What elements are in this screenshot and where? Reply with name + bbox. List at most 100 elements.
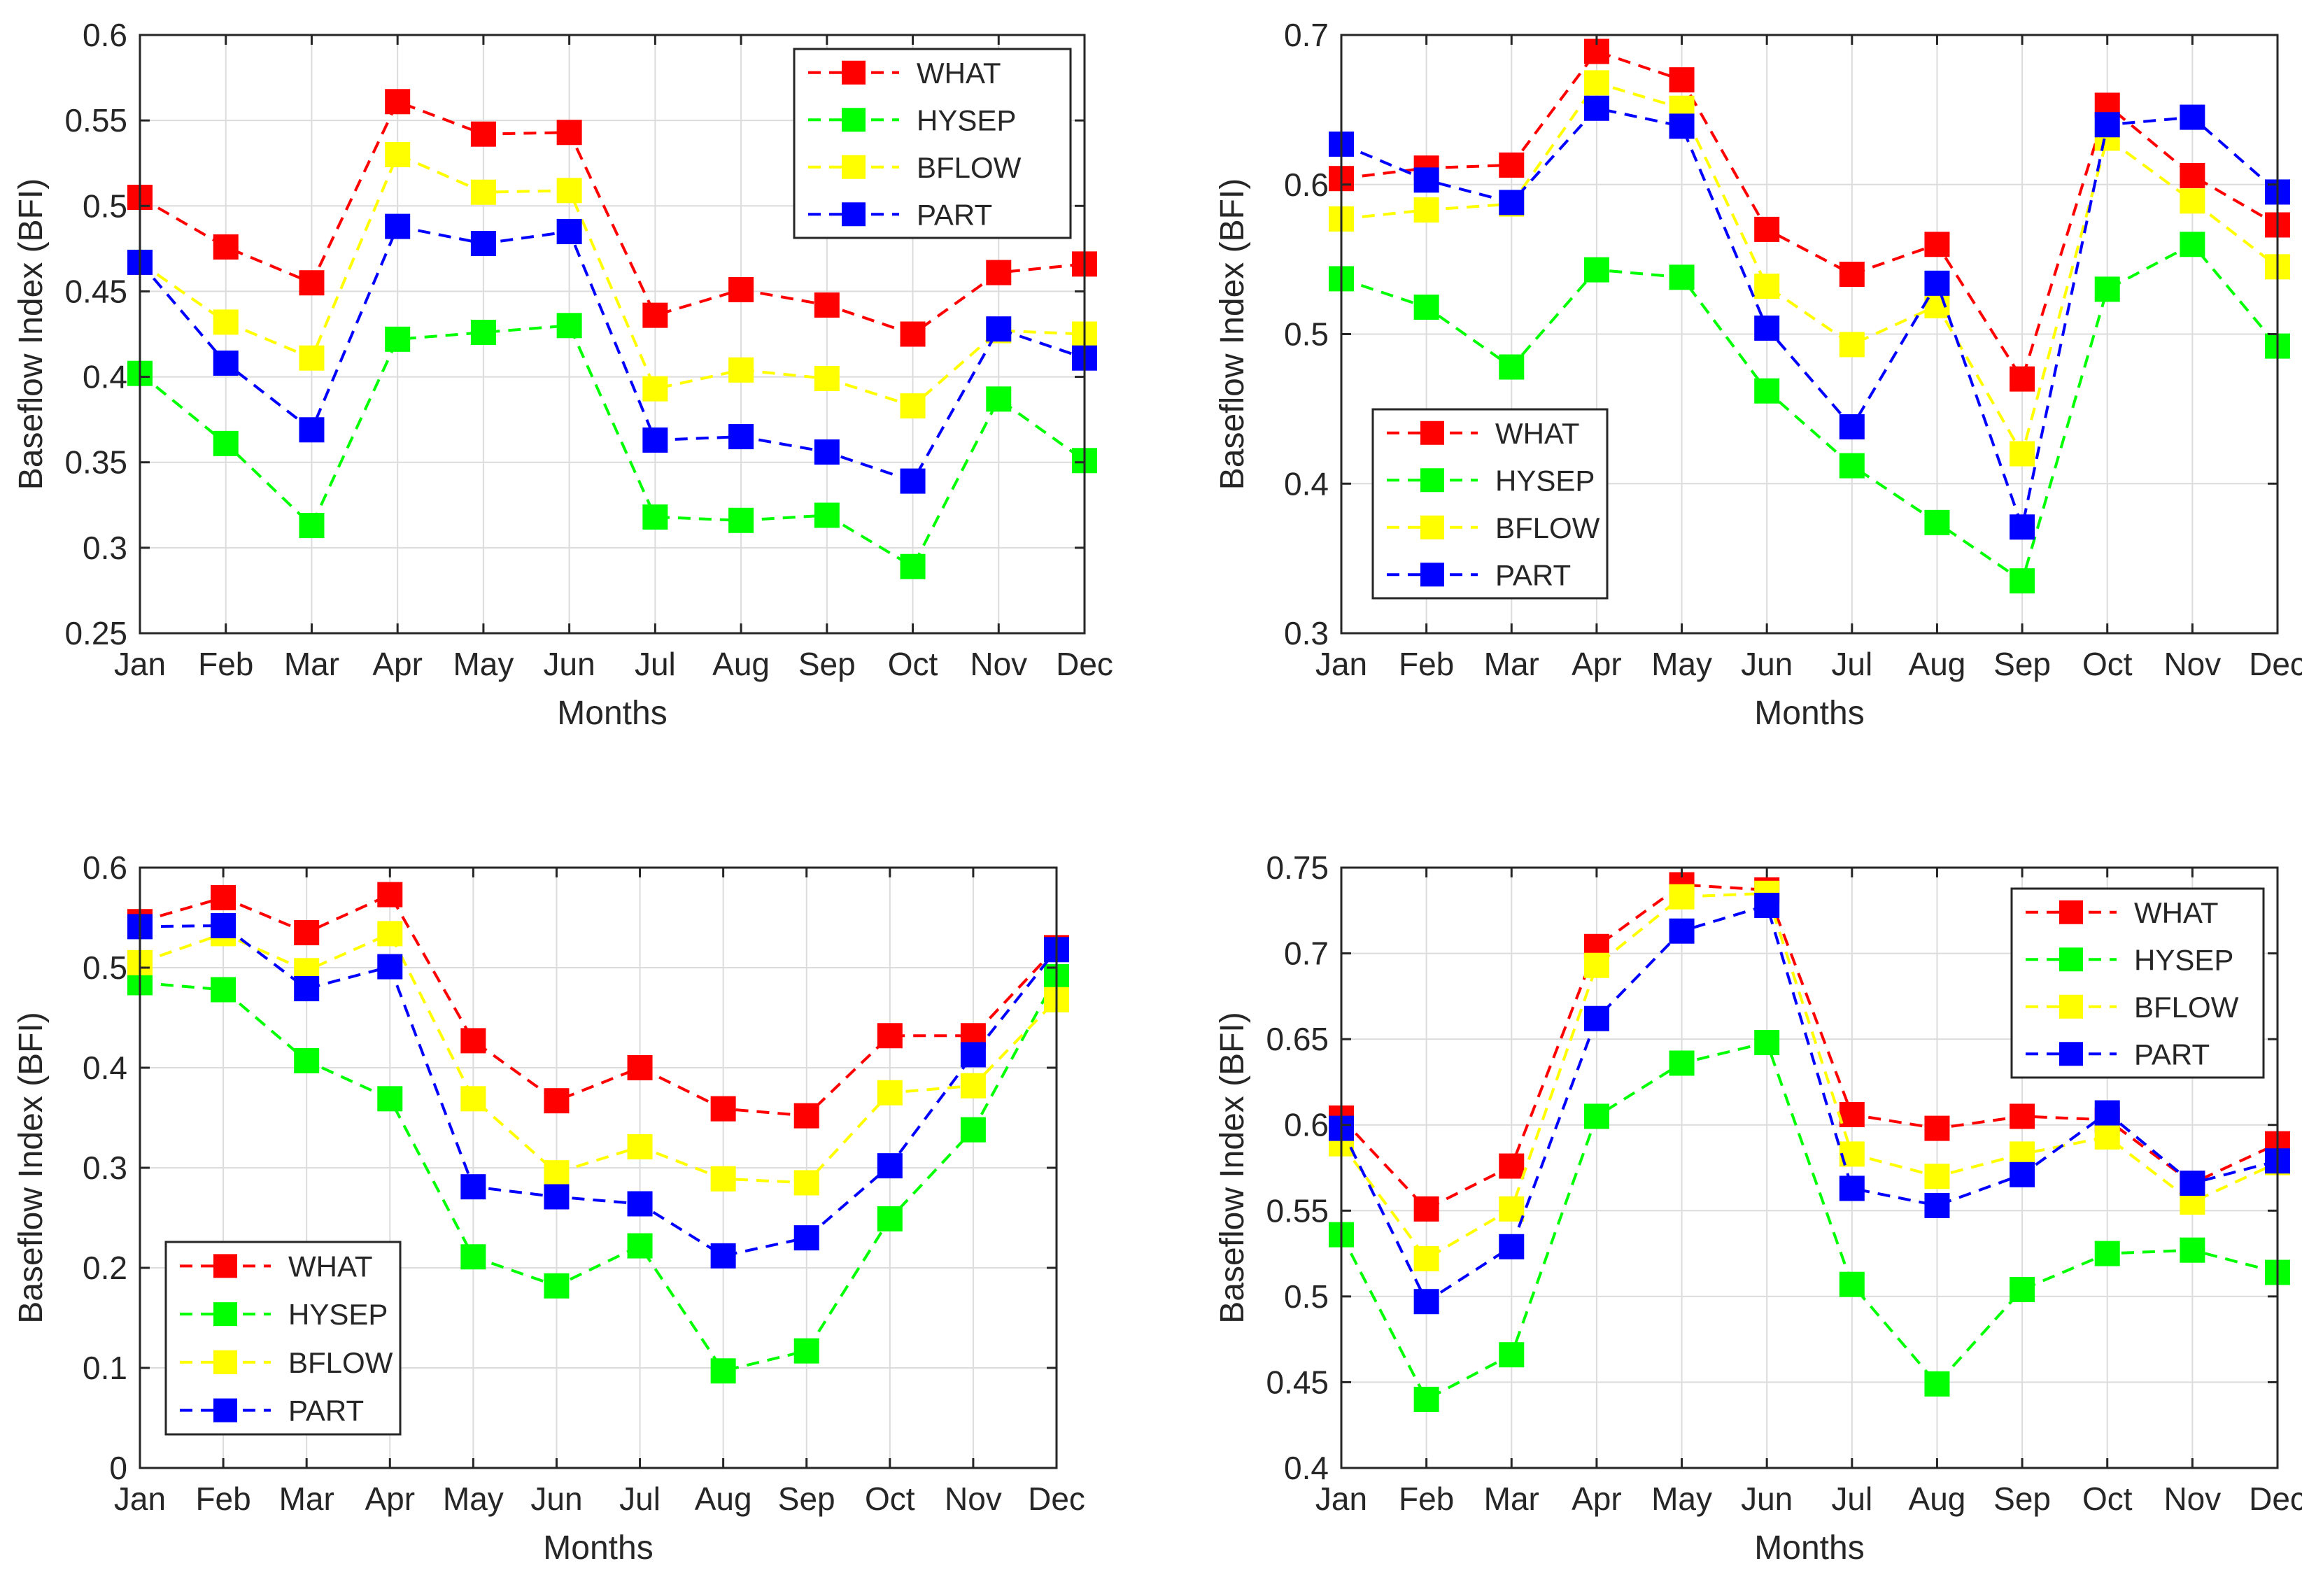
data-point-hysep-nov [2180,232,2205,257]
y-tick-label: 0.6 [1284,1107,1329,1143]
data-point-part-nov [986,316,1012,342]
x-tick-label: Dec [1028,1481,1085,1517]
x-tick-label: Jun [1741,1481,1793,1517]
data-point-hysep-jul [642,504,668,530]
data-point-hysep-aug [728,507,754,533]
legend-box [793,48,1072,239]
legend-box [164,1241,402,1436]
data-point-what-sep [2010,366,2035,392]
series-line-what [1341,50,2279,383]
series-line-what [139,893,1058,1117]
data-point-bflow-nov [960,1073,986,1099]
data-point-what-jul [1839,262,1865,287]
legend-marker-what [213,1254,237,1278]
legend-label-part: PART [1495,558,1571,591]
data-point-what-aug [710,1096,736,1122]
legend-marker-part [213,1398,237,1422]
data-point-bflow-sep [2010,441,2035,467]
series-line-what [1340,883,2278,1211]
data-point-hysep-feb [1413,1386,1439,1412]
data-point-part-may [460,1174,486,1200]
y-tick-label: 0.4 [83,359,127,395]
legend-marker-hysep [213,1302,237,1327]
data-point-part-aug [728,424,754,450]
x-axis-label: Months [1754,695,1864,732]
data-point-what-jul [627,1055,653,1080]
data-point-bflow-apr [385,142,411,167]
y-tick-label: 0.45 [64,273,127,309]
legend-marker-part [842,202,866,227]
series-line-bflow [1341,81,2279,458]
legend-label-hysep: HYSEP [2134,943,2233,976]
legend-label-part: PART [288,1394,364,1427]
y-tick-label: 0.5 [83,188,127,224]
data-point-part-jun [556,218,582,244]
legend-marker-what [1420,421,1444,445]
y-tick-label: 0.6 [83,17,127,53]
data-point-part-jul [1839,414,1865,440]
legend: WHAT HYSEP BFLOW PART [793,48,1072,239]
data-point-bflow-apr [1583,952,1609,978]
data-point-bflow-apr [377,921,403,947]
data-point-part-aug [1924,270,1950,296]
data-point-bflow-feb [213,309,239,335]
x-tick-label: Dec [2249,646,2302,682]
x-tick-label: Jan [114,646,166,682]
data-point-what-mar [1499,1153,1525,1179]
x-tick-label: Nov [970,646,1027,682]
data-point-part-feb [1413,167,1439,193]
data-point-part-nov [2180,1171,2205,1196]
data-point-bflow-mar [299,345,325,371]
data-point-hysep-mar [1499,1342,1525,1368]
data-point-part-feb [1413,1289,1439,1315]
series-line-part [139,225,1085,483]
y-tick-label: 0.5 [1284,316,1329,353]
x-tick-label: Aug [1909,1481,1966,1517]
data-point-bflow-jun [1754,274,1780,299]
x-axis-label: Months [557,695,667,732]
legend-marker-what [842,60,866,85]
data-point-what-oct [877,1023,903,1049]
series-line-bflow [139,931,1058,1185]
x-tick-label: Aug [1909,646,1966,682]
legend: WHAT HYSEP BFLOW PART [1371,408,1609,600]
data-point-part-mar [299,417,325,443]
data-point-hysep-mar [1499,354,1525,380]
axes-frame [1340,866,2279,1469]
x-tick-label: Sep [778,1481,835,1517]
data-point-what-feb [213,234,239,260]
chart-panel-top-left: Jan Feb Mar Apr May Jun Jul Aug Sep Oct Nov Dec 0.25… [13,17,1113,732]
data-point-what-aug [1924,1115,1950,1141]
data-point-bflow-mar [1499,1196,1525,1222]
y-axis-label: Baseflow Index (BFI) [13,1012,50,1324]
legend-box [2010,887,2265,1079]
data-point-bflow-may [460,1086,486,1112]
data-point-hysep-apr [377,1086,403,1112]
legend-marker-bflow [2059,994,2083,1019]
series-line-hysep [1341,242,2279,584]
data-point-part-apr [1583,1005,1609,1031]
y-tick-label: 0.55 [1266,1192,1329,1229]
legend-label-hysep: HYSEP [1495,464,1595,497]
data-point-bflow-sep [814,366,840,392]
data-point-part-may [1669,918,1695,944]
series-line-part [139,924,1058,1257]
data-point-what-jun [1754,216,1780,242]
chart-panel-top-right: Jan Feb Mar Apr May Jun Jul Aug Sep Oct Nov Dec 0.3 0… [1214,17,2302,732]
data-point-what-may [1669,67,1695,93]
legend-marker-bflow [213,1350,237,1374]
data-point-what-feb [1413,1196,1439,1222]
data-point-bflow-jun [556,178,582,204]
legend-label-bflow: BFLOW [2134,991,2239,1024]
data-point-hysep-nov [2180,1237,2205,1263]
data-point-hysep-aug [1924,509,1950,535]
y-tick-label: 0.55 [64,102,127,139]
data-point-part-may [1669,113,1695,139]
legend: WHAT HYSEP BFLOW PART [164,1241,402,1436]
data-point-hysep-aug [710,1358,736,1384]
data-point-what-aug [1924,232,1950,257]
data-point-hysep-jun [1754,1030,1780,1056]
data-point-hysep-sep [814,502,840,528]
chart-panel-bottom-right: Jan Feb Mar Apr May Jun Jul Aug Sep Oct Nov Dec 0.4 0… [1214,849,2302,1567]
x-tick-label: May [1651,646,1712,682]
